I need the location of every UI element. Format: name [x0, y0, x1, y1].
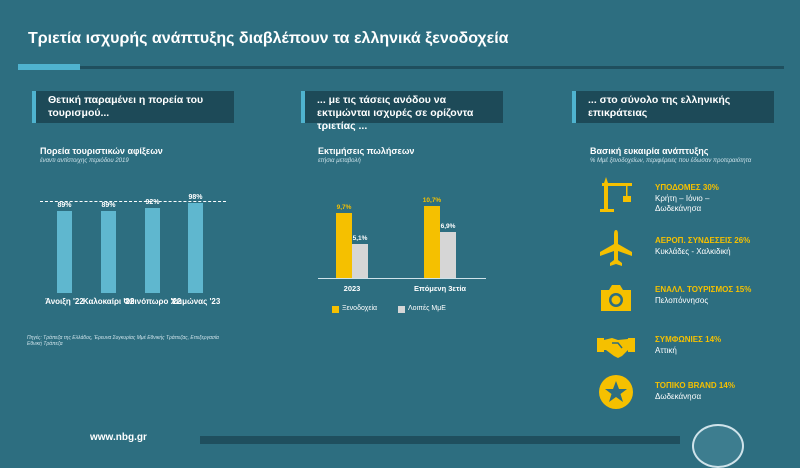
banner-trends: ... με τις τάσεις ανόδου να εκτιμώνται ι… — [301, 91, 503, 132]
brand-title: ΤΟΠΙΚΟ BRAND 14% — [655, 381, 735, 390]
alt-tourism-title: ΕΝΑΛΛ. ΤΟΥΡΙΣΜΟΣ 15% — [655, 285, 752, 294]
footer-url[interactable]: www.nbg.gr — [90, 432, 147, 443]
sales-bar — [352, 243, 368, 278]
agreements-title: ΣΥΜΦΩΝΙΕΣ 14% — [655, 335, 722, 344]
airplane-icon — [596, 228, 636, 268]
brand-regions: Δωδεκάνησα — [655, 392, 702, 401]
sales-value-label: 6,9% — [440, 222, 456, 230]
footer-rule — [200, 436, 680, 444]
arrivals-value-label: 92% — [145, 199, 160, 207]
arrivals-category-label: Φθινόπωρο '22 — [123, 297, 182, 306]
sales-bar — [440, 231, 456, 278]
camera-icon — [596, 278, 636, 318]
arrivals-note: έναντι αντίστοιχης περιόδου 2019 — [40, 158, 129, 164]
agreements-regions: Αττική — [655, 346, 677, 355]
arrivals-value-label: 98% — [188, 193, 203, 201]
sales-bar — [424, 206, 440, 278]
star-badge-icon — [596, 372, 636, 412]
sales-value-label: 10,7% — [422, 197, 442, 204]
sales-note: ετήσια μεταβολή — [318, 158, 361, 164]
infra-title: ΥΠΟΔΟΜΕΣ 30% — [655, 183, 719, 192]
arrivals-category-label: Καλοκαίρι '22 — [82, 297, 135, 306]
bank-seal-logo — [692, 424, 744, 468]
alt-tourism-regions: Πελοπόννησος — [655, 296, 709, 305]
arrivals-bar — [101, 211, 116, 293]
banner-tourism: Θετική παραμένει η πορεία του τουρισμού.… — [32, 91, 234, 123]
opportunity-heading: Βασική ευκαιρία ανάπτυξης — [590, 146, 709, 156]
legend-other-swatch — [398, 306, 405, 313]
sales-heading: Εκτιμήσεις πωλήσεων — [318, 146, 415, 156]
arrivals-bar — [188, 202, 203, 293]
arrivals-value-label: 89% — [57, 202, 72, 210]
crane-icon — [596, 175, 636, 215]
sales-axis — [318, 278, 486, 279]
legend-hotels-label: Ξενοδοχεία — [342, 305, 378, 312]
arrivals-bar — [57, 211, 72, 293]
sales-value-label: 9,7% — [336, 203, 352, 211]
reference-line — [40, 201, 226, 202]
page-title: Τριετία ισχυρής ανάπτυξης διαβλέπουν τα … — [28, 30, 509, 47]
arrivals-heading: Πορεία τουριστικών αφίξεων — [40, 146, 163, 156]
handshake-icon — [596, 326, 636, 366]
sales-value-label: 5,1% — [352, 234, 368, 242]
arrivals-bar — [145, 208, 160, 293]
arrivals-category-label: Χειμώνας '23 — [170, 297, 221, 306]
title-rule — [80, 66, 784, 69]
banner-territory: ... στο σύνολο της ελληνικής επικράτειας — [572, 91, 774, 123]
legend-other-label: Λοιπές ΜμΕ — [408, 305, 446, 312]
flights-regions: Κυκλάδες - Χαλκιδική — [655, 247, 731, 256]
arrivals-value-label: 89% — [101, 202, 116, 210]
sales-bar — [336, 212, 352, 278]
sales-category-label: 2023 — [343, 284, 361, 293]
arrivals-category-label: Άνοιξη '22 — [45, 297, 84, 306]
infra-regions: Κρήτη – Ιόνιο – Δωδεκάνησα — [655, 194, 710, 213]
source-note: Πηγές: Τράπεζα της Ελλάδος, Έρευνα Συγκυ… — [27, 335, 219, 347]
sales-category-label: Επόμενη 3ετία — [413, 284, 467, 293]
flights-title: ΑΕΡΟΠ. ΣΥΝΔΕΣΕΙΣ 26% — [655, 236, 751, 245]
legend-hotels-swatch — [332, 306, 339, 313]
opportunity-note: % Μμέ ξενοδοχείων, περιφέρειες που έδωσα… — [590, 158, 752, 164]
title-accent-rule — [18, 64, 80, 70]
